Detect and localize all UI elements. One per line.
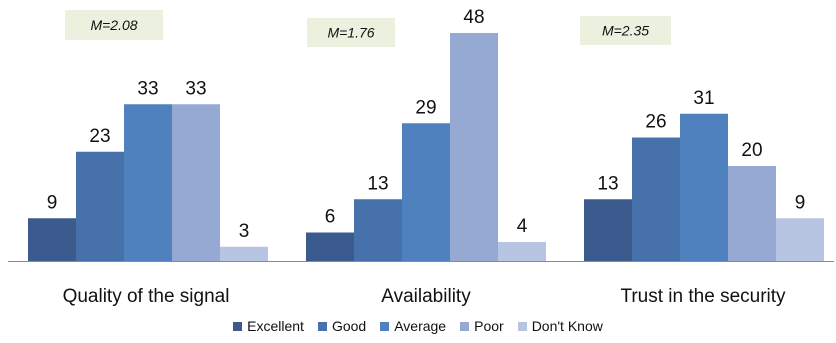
bar-value-label: 33 — [185, 78, 206, 99]
bar-average — [680, 113, 728, 261]
category-label: Quality of the signal — [63, 286, 230, 307]
mean-box — [307, 18, 395, 47]
bar-average — [124, 104, 172, 261]
bar-value-label: 13 — [597, 173, 618, 194]
category-label: Availability — [381, 286, 471, 307]
bar-excellent — [306, 232, 354, 261]
legend-label: Don't Know — [531, 318, 603, 334]
bar-poor — [450, 33, 498, 261]
chart-legend: Excellent Good Average Poor Don't Know — [0, 318, 836, 334]
bar-value-label: 3 — [239, 221, 250, 242]
legend-label: Excellent — [247, 318, 304, 334]
bar-average — [402, 123, 450, 261]
legend-label: Average — [394, 318, 447, 334]
legend-swatch — [317, 321, 327, 331]
bar-value-label: 9 — [47, 192, 58, 213]
legend-label: Good — [331, 318, 367, 334]
mean-box — [65, 10, 163, 40]
bar-don-t-know — [498, 242, 546, 261]
legend-swatch — [380, 321, 390, 331]
bar-value-label: 33 — [137, 78, 158, 99]
legend-swatch — [517, 321, 527, 331]
bar-value-label: 48 — [463, 7, 484, 28]
bar-value-label: 23 — [89, 126, 110, 147]
bar-excellent — [28, 218, 76, 261]
bar-poor — [728, 166, 776, 261]
bar-value-label: 6 — [325, 207, 336, 228]
bar-excellent — [584, 199, 632, 261]
bar-value-label: 26 — [645, 112, 666, 133]
mean-label: M=1.76 — [327, 25, 374, 41]
bar-good — [632, 137, 680, 261]
bar-value-label: 29 — [415, 97, 436, 118]
legend-label: Poor — [474, 318, 504, 334]
bar-good — [76, 151, 124, 261]
legend-item: Poor — [460, 318, 504, 334]
bar-don-t-know — [776, 218, 824, 261]
legend-swatch — [233, 321, 243, 331]
bar-value-label: 31 — [693, 88, 714, 109]
mean-box — [580, 16, 671, 45]
legend-item: Average — [380, 318, 446, 334]
bar-value-label: 4 — [517, 216, 528, 237]
legend-item: Excellent — [233, 318, 304, 334]
bar-good — [354, 199, 402, 261]
legend-swatch — [460, 321, 470, 331]
bar-poor — [172, 104, 220, 261]
bar-value-label: 9 — [795, 192, 806, 213]
bar-value-label: 13 — [367, 173, 388, 194]
mean-label: M=2.35 — [602, 23, 649, 39]
mean-label: M=2.08 — [90, 17, 137, 33]
legend-item: Good — [317, 318, 367, 334]
bar-don-t-know — [220, 246, 268, 261]
legend-item: Don't Know — [517, 318, 603, 334]
bar-value-label: 20 — [741, 140, 762, 161]
category-label: Trust in the security — [620, 286, 786, 307]
